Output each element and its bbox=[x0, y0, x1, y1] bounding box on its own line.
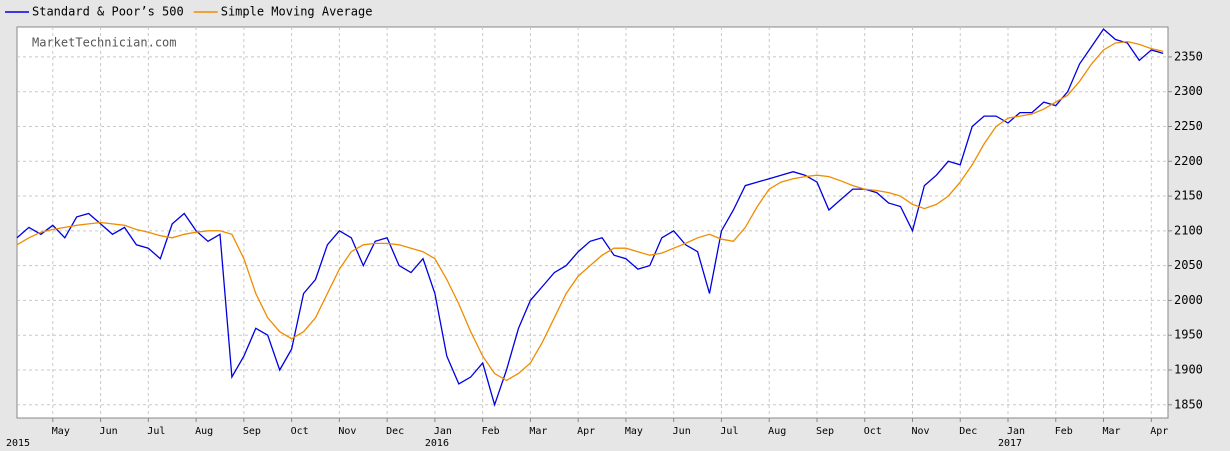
y-tick-label: 2350 bbox=[1174, 49, 1203, 63]
x-tick-label: Oct bbox=[291, 426, 309, 437]
x-tick-label: Sep bbox=[243, 426, 261, 437]
legend-label: Standard & Poor’s 500 bbox=[32, 5, 184, 19]
x-tick-label: Sep bbox=[816, 426, 834, 437]
x-tick-label: Dec bbox=[386, 426, 404, 437]
y-tick-label: 2000 bbox=[1174, 293, 1203, 307]
x-tick-label: Mar bbox=[1102, 426, 1120, 437]
x-tick-label: Nov bbox=[338, 426, 356, 437]
year-label: 2017 bbox=[998, 438, 1022, 449]
x-tick-label: Jan bbox=[1007, 426, 1025, 437]
y-tick-label: 2250 bbox=[1174, 119, 1203, 133]
x-tick-label: Jul bbox=[720, 426, 738, 437]
x-tick-label: Jun bbox=[673, 426, 691, 437]
x-tick-label: Aug bbox=[195, 426, 213, 437]
y-tick-label: 2300 bbox=[1174, 84, 1203, 98]
year-label: 2016 bbox=[425, 438, 449, 449]
y-tick-label: 2150 bbox=[1174, 189, 1203, 203]
x-tick-label: Mar bbox=[529, 426, 547, 437]
x-tick-label: Feb bbox=[1055, 426, 1073, 437]
year-label: 2015 bbox=[6, 438, 30, 449]
x-tick-label: Oct bbox=[864, 426, 882, 437]
x-tick-label: Jul bbox=[147, 426, 165, 437]
series-line bbox=[16, 28, 1164, 407]
watermark: MarketTechnician.com bbox=[32, 36, 177, 50]
x-tick-label: May bbox=[52, 426, 70, 437]
x-tick-label: Jan bbox=[434, 426, 452, 437]
x-tick-label: Apr bbox=[577, 426, 595, 437]
y-tick-label: 1900 bbox=[1174, 362, 1203, 376]
y-tick-label: 2050 bbox=[1174, 258, 1203, 272]
legend-label: Simple Moving Average bbox=[221, 5, 373, 19]
y-tick-label: 1850 bbox=[1174, 397, 1203, 411]
y-tick-label: 2200 bbox=[1174, 154, 1203, 168]
y-tick-label: 1950 bbox=[1174, 328, 1203, 342]
x-tick-label: Apr bbox=[1150, 426, 1168, 437]
x-tick-label: May bbox=[625, 426, 643, 437]
x-tick-label: Jun bbox=[100, 426, 118, 437]
x-tick-label: Aug bbox=[768, 426, 786, 437]
plot-area bbox=[16, 26, 1169, 419]
x-tick-label: Dec bbox=[959, 426, 977, 437]
x-tick-label: Nov bbox=[911, 426, 929, 437]
x-tick-label: Feb bbox=[482, 426, 500, 437]
series-line bbox=[16, 40, 1164, 382]
y-tick-label: 2100 bbox=[1174, 223, 1203, 237]
